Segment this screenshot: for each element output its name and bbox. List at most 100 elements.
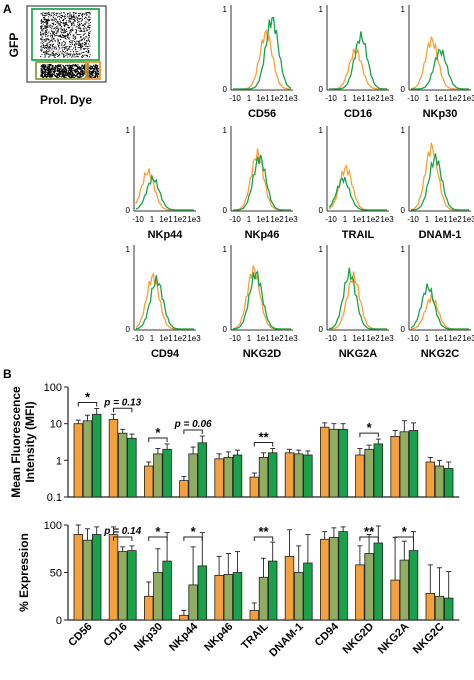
flow-dot xyxy=(94,70,96,72)
significance-bracket xyxy=(113,407,133,413)
flow-dot xyxy=(82,67,84,70)
flow-dot xyxy=(81,43,83,45)
flow-dot xyxy=(43,67,45,69)
flow-dot xyxy=(92,76,94,79)
flow-dot xyxy=(83,66,85,68)
flow-dot xyxy=(40,26,41,28)
flow-dot xyxy=(96,68,98,70)
flow-dot xyxy=(51,52,53,54)
category-label: NKG2C xyxy=(411,621,447,657)
flow-dot xyxy=(67,72,69,74)
flow-dot xyxy=(59,42,60,44)
flow-dot xyxy=(67,52,68,54)
flow-dot xyxy=(42,65,44,67)
flow-dot xyxy=(80,67,82,69)
flow-dot xyxy=(95,72,97,74)
flow-dot xyxy=(64,70,66,72)
hist-series-line xyxy=(233,17,292,90)
flow-dot xyxy=(52,38,54,40)
flow-dot xyxy=(41,29,42,31)
flow-dot xyxy=(55,24,57,25)
flow-dot xyxy=(64,16,66,18)
flow-dot xyxy=(46,43,48,45)
flow-dot xyxy=(78,30,80,32)
flow-dot xyxy=(59,65,61,68)
flow-dot xyxy=(65,76,67,78)
flow-dot xyxy=(68,70,70,72)
flow-dot xyxy=(58,53,60,55)
bar xyxy=(73,534,84,621)
hist-xtick: -10 xyxy=(325,334,337,343)
hist-series-line xyxy=(410,283,469,330)
bar-ylabel-line: Intensity (MFI) xyxy=(23,401,37,482)
flow-dot xyxy=(48,39,49,41)
flow-dot xyxy=(77,19,79,21)
flow-dot xyxy=(57,31,59,33)
flow-dot xyxy=(44,75,46,77)
bar xyxy=(338,531,348,621)
flow-dot xyxy=(44,19,46,21)
flow-dot xyxy=(66,74,68,76)
flow-dot xyxy=(46,22,48,24)
flow-dot xyxy=(74,69,76,71)
flow-dot xyxy=(47,75,49,78)
flow-dot xyxy=(76,30,77,32)
flow-dot xyxy=(65,70,67,72)
significance-label: * xyxy=(402,524,408,539)
significance-bracket xyxy=(183,429,203,435)
flow-dot xyxy=(79,21,81,23)
flow-dot xyxy=(45,34,47,35)
flow-dot xyxy=(96,73,98,75)
flow-dot xyxy=(49,47,51,49)
hist-xtick: 1 xyxy=(150,334,155,343)
flow-dot xyxy=(78,21,79,23)
flow-dot xyxy=(45,12,47,14)
flow-dot xyxy=(66,49,68,51)
flow-dot xyxy=(64,36,65,38)
flow-dot xyxy=(44,25,46,27)
significance-bracket xyxy=(394,536,414,541)
flow-dot xyxy=(57,70,59,72)
bar xyxy=(267,452,278,498)
hist-xtick: 1e2 xyxy=(366,334,380,343)
flow-dot xyxy=(91,68,93,70)
flow-dot xyxy=(40,71,42,73)
flow-dot xyxy=(84,17,85,19)
flow-dot xyxy=(79,14,80,16)
flow-dot xyxy=(86,14,88,16)
flow-dot xyxy=(84,23,86,25)
flow-dot xyxy=(67,13,69,15)
flow-dot xyxy=(62,15,64,17)
hist-xtick: 1e1 xyxy=(352,334,366,343)
flow-dot xyxy=(57,45,59,47)
flow-dot xyxy=(81,39,83,41)
flow-dot xyxy=(56,35,58,36)
flow-dot xyxy=(52,54,53,56)
flow-dot xyxy=(75,37,77,39)
flow-dot xyxy=(79,34,81,35)
flow-dot xyxy=(88,24,90,26)
flow-dot xyxy=(69,30,71,32)
flow-dot xyxy=(54,27,56,29)
flow-dot xyxy=(53,73,55,75)
flow-dot xyxy=(79,40,81,42)
flow-dot xyxy=(51,19,53,21)
flow-dot xyxy=(49,32,51,34)
flow-dot xyxy=(89,74,91,76)
flow-dot xyxy=(69,66,71,68)
flow-dot xyxy=(78,41,80,43)
flow-dot xyxy=(56,13,58,15)
hist-xtick: -10 xyxy=(325,215,337,224)
flow-dot xyxy=(71,67,73,69)
flow-dot xyxy=(90,76,92,78)
flow-dot xyxy=(75,37,76,39)
flow-dot xyxy=(61,26,62,27)
significance-bracket xyxy=(359,432,379,438)
flow-dot xyxy=(70,23,72,24)
flow-dot xyxy=(63,46,65,48)
flow-dot xyxy=(60,22,62,24)
significance-label: * xyxy=(155,524,161,539)
bar xyxy=(355,454,365,498)
flow-dot xyxy=(88,70,90,72)
flow-dot xyxy=(41,72,43,74)
